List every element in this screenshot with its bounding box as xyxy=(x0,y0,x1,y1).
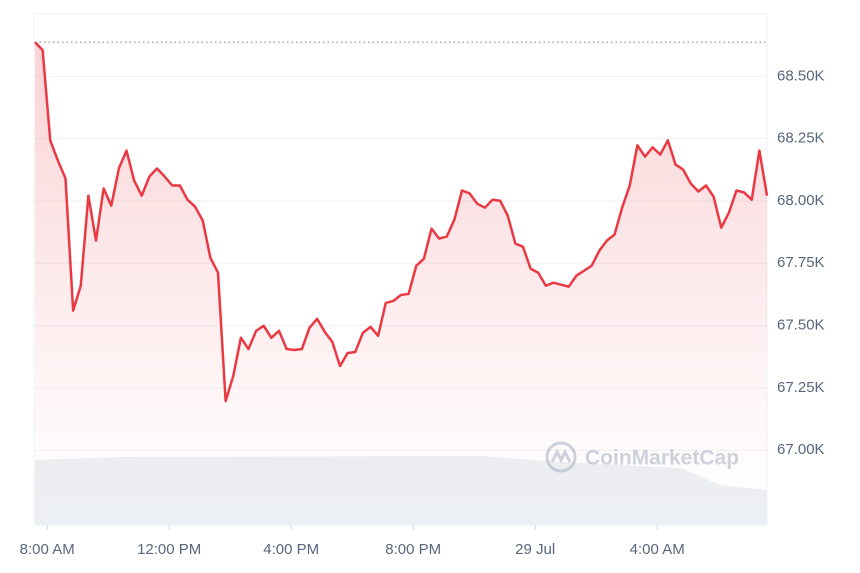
y-tick-label: 67.25K xyxy=(777,379,825,396)
x-tick-label: 29 Jul xyxy=(515,541,555,558)
x-tick-label: 4:00 PM xyxy=(263,541,319,558)
x-tick-label: 8:00 PM xyxy=(385,541,441,558)
watermark: CoinMarketCap xyxy=(545,441,739,473)
y-tick-label: 68.25K xyxy=(777,130,825,147)
watermark-logo xyxy=(545,441,577,473)
x-tick-label: 4:00 AM xyxy=(630,541,685,558)
y-tick-label: 68.50K xyxy=(777,67,825,84)
watermark-logo-mark xyxy=(550,448,572,464)
price-area xyxy=(35,42,767,526)
x-tick-label: 12:00 PM xyxy=(137,541,201,558)
price-line xyxy=(34,41,769,403)
y-tick-label: 67.00K xyxy=(777,441,825,458)
watermark-text: CoinMarketCap xyxy=(585,447,739,470)
y-tick-label: 67.50K xyxy=(777,317,825,334)
x-tick-label: 8:00 AM xyxy=(20,541,75,558)
y-tick-label: 68.00K xyxy=(777,192,825,209)
y-tick-label: 67.75K xyxy=(777,254,825,271)
